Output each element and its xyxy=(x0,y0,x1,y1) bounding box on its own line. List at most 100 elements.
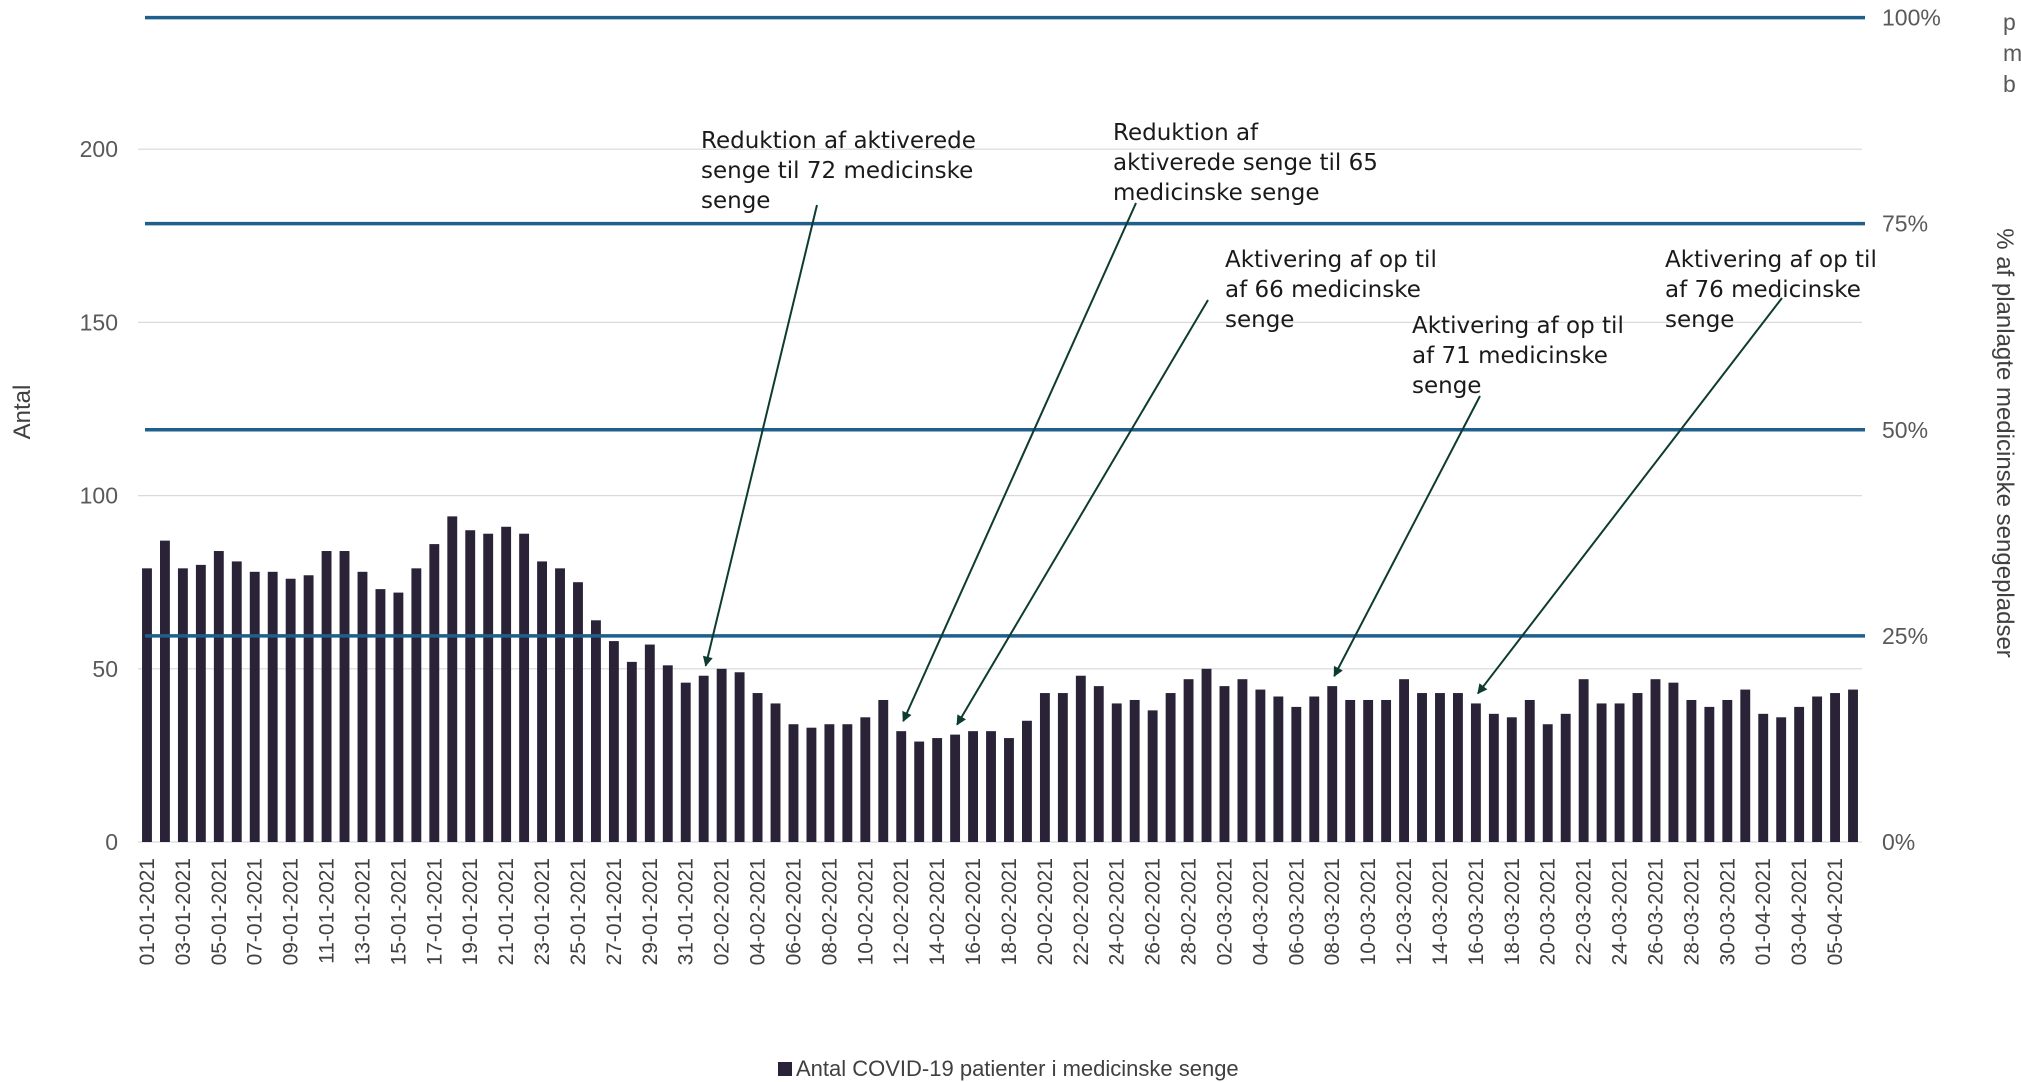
annotation-text: aktiverede senge til 65 xyxy=(1113,150,1378,176)
x-tick-label: 28-03-2021 xyxy=(1680,858,1703,965)
x-tick-label: 06-02-2021 xyxy=(782,858,805,965)
x-tick-label: 13-01-2021 xyxy=(351,858,374,965)
bar xyxy=(1506,717,1517,842)
annotation-text: Aktivering af op til xyxy=(1225,247,1437,273)
bar xyxy=(339,551,350,842)
x-axis-ticks: 01-01-2021 03-01-2021 05-01-2021 07-01-2021… xyxy=(136,858,1847,965)
bar xyxy=(1183,679,1194,842)
bar xyxy=(662,665,673,842)
y-tick-label: 50 xyxy=(92,656,118,682)
bar xyxy=(986,731,996,842)
bar xyxy=(1650,679,1661,842)
x-tick-label: 24-02-2021 xyxy=(1106,858,1129,965)
x-tick-label: 10-02-2021 xyxy=(854,858,877,965)
bar xyxy=(1596,703,1607,842)
annotation-text: Aktivering af op til xyxy=(1412,313,1624,339)
bar xyxy=(590,620,601,842)
bar xyxy=(1201,668,1212,842)
bar xyxy=(1686,699,1697,842)
bar xyxy=(1632,693,1643,842)
annotation-arrow xyxy=(1333,395,1481,678)
bar xyxy=(1147,710,1158,842)
x-tick-label: 09-01-2021 xyxy=(280,858,303,965)
bar xyxy=(1057,693,1068,842)
annotation-arrow xyxy=(956,299,1209,726)
bar xyxy=(860,717,871,842)
annotation-text: Reduktion af aktiverede xyxy=(701,128,976,154)
bar xyxy=(1542,724,1553,842)
bar xyxy=(465,530,476,842)
x-tick-label: 24-03-2021 xyxy=(1609,858,1632,965)
clipped-right-text: pmb xyxy=(2003,9,2021,97)
x-tick-label: 15-01-2021 xyxy=(387,858,410,965)
annotation-text: Reduktion af xyxy=(1113,120,1259,146)
bar xyxy=(1704,706,1715,842)
bar xyxy=(1470,703,1481,842)
bar xyxy=(375,589,386,842)
bar xyxy=(1722,699,1733,842)
bar xyxy=(159,540,170,842)
bar xyxy=(1381,699,1392,842)
bar xyxy=(1560,713,1571,842)
x-tick-label: 20-02-2021 xyxy=(1034,858,1057,965)
bar xyxy=(968,731,979,842)
bar xyxy=(1039,693,1050,842)
y2-tick-label: 100% xyxy=(1882,5,1941,31)
bar xyxy=(770,703,781,842)
bar xyxy=(195,564,206,842)
bar xyxy=(644,644,655,842)
bar xyxy=(267,571,278,842)
bar xyxy=(1578,679,1589,842)
x-tick-label: 23-01-2021 xyxy=(531,858,554,965)
annotation-text: af 76 medicinske xyxy=(1665,277,1861,303)
bar xyxy=(698,675,709,842)
y2-tick-label: 0% xyxy=(1882,829,1915,855)
y2-axis-label: % af planlagte medicinske sengepladser xyxy=(1991,228,2018,658)
bar xyxy=(878,699,889,842)
bar xyxy=(1219,686,1230,842)
bar xyxy=(1004,738,1014,842)
bar xyxy=(483,533,494,842)
bar xyxy=(142,568,152,842)
y2-axis-ticks: 0% 25% 50% 75% 100% xyxy=(1882,5,1941,855)
x-tick-label: 02-03-2021 xyxy=(1213,858,1236,965)
annotation-arrow xyxy=(702,204,818,667)
annotation-text: senge xyxy=(1412,373,1481,399)
x-tick-label: 16-02-2021 xyxy=(962,858,985,965)
bar xyxy=(393,592,404,842)
x-tick-label: 31-01-2021 xyxy=(675,858,698,965)
bar xyxy=(1524,699,1535,842)
bar xyxy=(537,561,548,842)
bar xyxy=(842,724,853,842)
gridlines xyxy=(138,148,1862,843)
annotation-text: medicinske senge xyxy=(1113,180,1320,206)
x-tick-label: 28-02-2021 xyxy=(1178,858,1201,965)
x-tick-label: 03-04-2021 xyxy=(1788,858,1811,965)
bar xyxy=(1758,713,1769,842)
clipped-text: b xyxy=(2003,71,2016,97)
bar xyxy=(1075,675,1086,842)
x-tick-label: 14-03-2021 xyxy=(1429,858,1452,965)
bar xyxy=(1614,703,1625,842)
x-tick-label: 18-03-2021 xyxy=(1501,858,1524,965)
y-tick-label: 150 xyxy=(80,309,118,335)
bar xyxy=(680,682,691,842)
bar xyxy=(1129,699,1140,842)
bar xyxy=(1165,693,1176,842)
bar xyxy=(716,668,727,842)
bar xyxy=(1794,706,1805,842)
x-tick-label: 30-03-2021 xyxy=(1716,858,1739,965)
x-tick-label: 12-03-2021 xyxy=(1393,858,1416,965)
x-tick-label: 18-02-2021 xyxy=(998,858,1021,965)
x-tick-label: 21-01-2021 xyxy=(495,858,518,965)
x-tick-label: 10-03-2021 xyxy=(1357,858,1380,965)
bar xyxy=(788,724,799,842)
x-tick-label: 06-03-2021 xyxy=(1285,858,1308,965)
y2-tick-label: 25% xyxy=(1882,623,1928,649)
bar xyxy=(1452,693,1463,842)
annotation-text: senge xyxy=(701,188,770,214)
x-tick-label: 01-04-2021 xyxy=(1752,858,1775,965)
bar xyxy=(806,727,817,842)
y-tick-label: 100 xyxy=(80,483,118,509)
